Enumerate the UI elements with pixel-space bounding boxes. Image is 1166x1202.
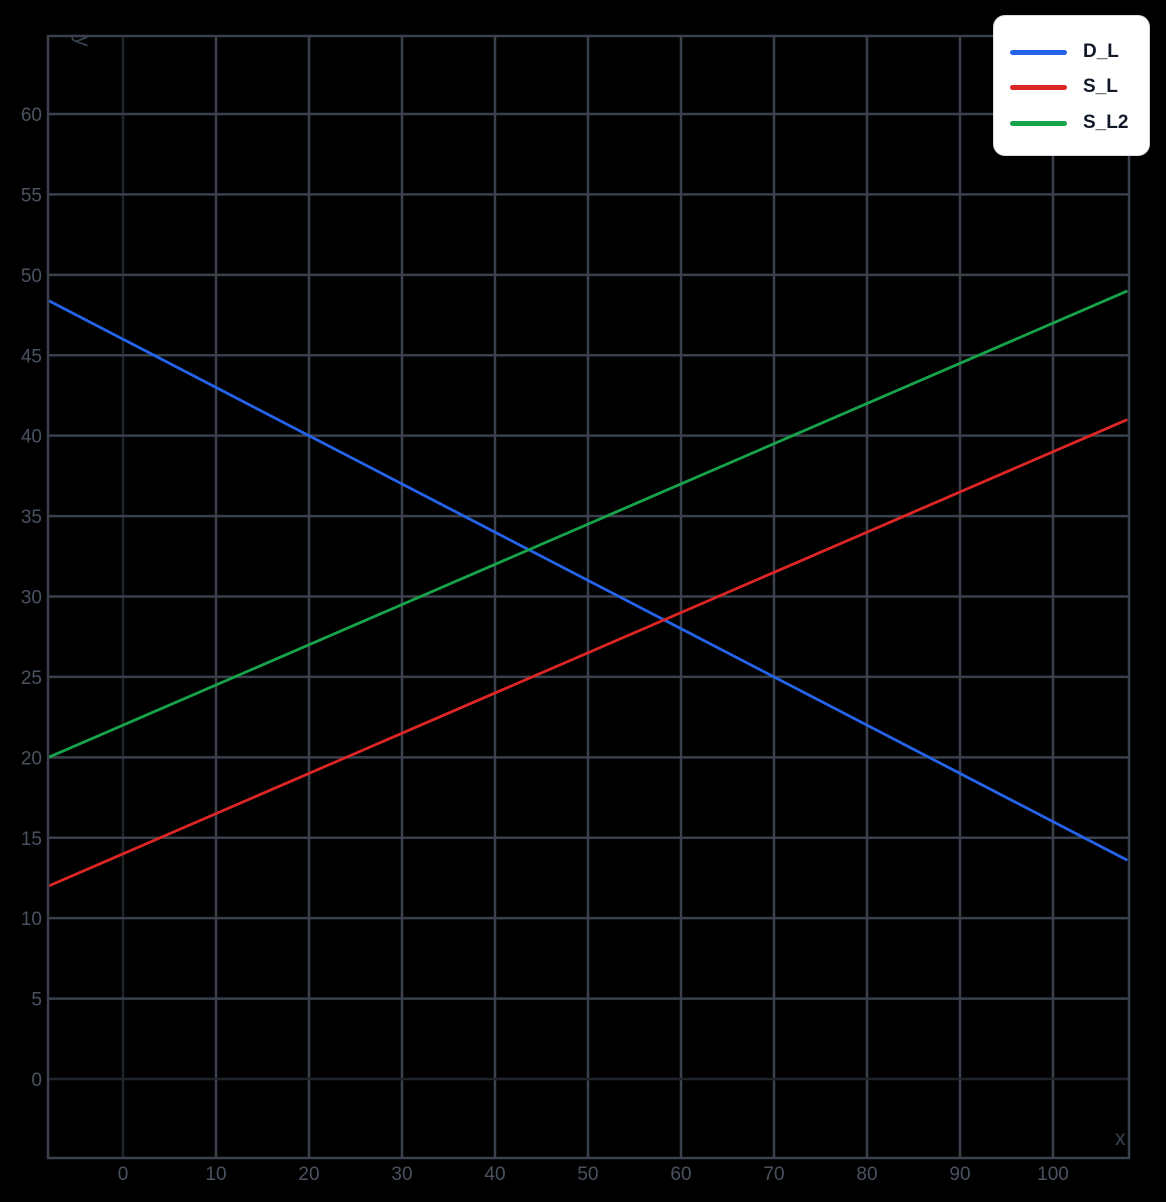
legend-swatch-icon [1010, 120, 1067, 126]
y-tick-label: 55 [21, 185, 42, 206]
x-tick-label: 50 [577, 1164, 598, 1185]
legend-item-s-l2[interactable]: S_L2 [1010, 111, 1128, 135]
x-tick-label: 40 [484, 1164, 505, 1185]
series-line-s-l2 [48, 289, 1128, 759]
data-lines [47, 289, 1129, 888]
x-tick-label: 80 [856, 1164, 877, 1185]
plot-frame [46, 34, 1131, 1160]
series-line-d-l [47, 299, 1129, 862]
y-tick-label: 60 [21, 105, 42, 126]
legend-item-d-l[interactable]: D_L [1010, 40, 1119, 64]
x-tick-label: 0 [118, 1164, 129, 1185]
y-tick-label: 20 [21, 748, 42, 769]
y-tick-label: 15 [21, 829, 42, 850]
y-tick-label: 5 [31, 990, 42, 1011]
legend-label: S_L [1083, 76, 1118, 97]
y-tick-label: 10 [21, 909, 42, 930]
x-tick-label: 20 [298, 1164, 319, 1185]
y-axis-ticks: 0 5 10 15 20 25 30 35 40 45 50 55 60 [21, 105, 42, 1091]
x-axis-ticks: 0 10 20 30 40 50 60 70 80 90 100 [118, 1164, 1069, 1185]
y-tick-label: 30 [21, 588, 42, 609]
y-tick-label: 40 [21, 427, 42, 448]
legend-label: D_L [1083, 41, 1119, 62]
x-tick-label: 60 [670, 1164, 691, 1185]
grid-lines [48, 36, 1129, 1158]
y-axis-title: y [71, 36, 94, 47]
legend-swatch-icon [1010, 84, 1067, 90]
x-tick-label: 100 [1037, 1164, 1069, 1185]
legend: D_L S_L S_L2 [993, 15, 1150, 156]
legend-label: S_L2 [1083, 112, 1129, 133]
x-tick-label: 30 [391, 1164, 412, 1185]
y-tick-label: 0 [31, 1070, 42, 1091]
x-tick-label: 70 [763, 1164, 784, 1185]
legend-item-s-l[interactable]: S_L [1010, 75, 1118, 99]
series-line-s-l [48, 418, 1128, 888]
y-tick-label: 45 [21, 346, 42, 367]
y-tick-label: 50 [21, 266, 42, 287]
legend-swatch-icon [1010, 49, 1067, 55]
x-axis-title: x [1115, 1127, 1126, 1150]
y-tick-label: 35 [21, 507, 42, 528]
x-tick-label: 10 [205, 1164, 226, 1185]
y-tick-label: 25 [21, 668, 42, 689]
x-tick-label: 90 [949, 1164, 970, 1185]
